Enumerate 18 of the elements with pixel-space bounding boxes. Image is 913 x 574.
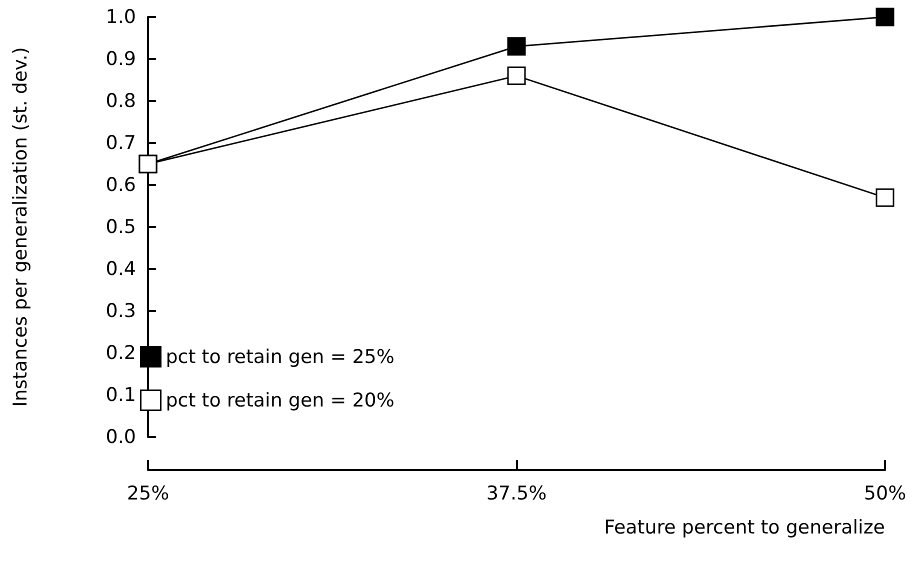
x-tick-label: 37.5% — [486, 482, 547, 504]
legend-label: pct to retain gen = 20% — [166, 389, 394, 412]
y-tick-label: 0.7 — [106, 132, 136, 154]
y-tick-label: 0.1 — [106, 384, 136, 406]
x-tick-label: 25% — [126, 482, 170, 504]
y-tick-label: 0.5 — [106, 216, 136, 238]
y-tick-label: 0.0 — [106, 426, 136, 448]
y-tick-label: 0.3 — [106, 300, 136, 322]
x-tick-label: 50% — [864, 482, 906, 504]
y-tick-label: 0.4 — [106, 258, 136, 280]
x-axis-title: Feature percent to generalize — [604, 516, 885, 538]
y-tick-label: 0.8 — [106, 90, 136, 112]
y-tick-label: 0.9 — [106, 48, 136, 70]
y-axis-title: Instances per generalization (st. dev.) — [10, 47, 32, 407]
legend-label: pct to retain gen = 25% — [166, 346, 394, 368]
y-tick-label: 0.2 — [106, 342, 136, 364]
y-tick-label: 0.6 — [106, 174, 136, 196]
y-tick-label: 1.0 — [106, 6, 136, 28]
